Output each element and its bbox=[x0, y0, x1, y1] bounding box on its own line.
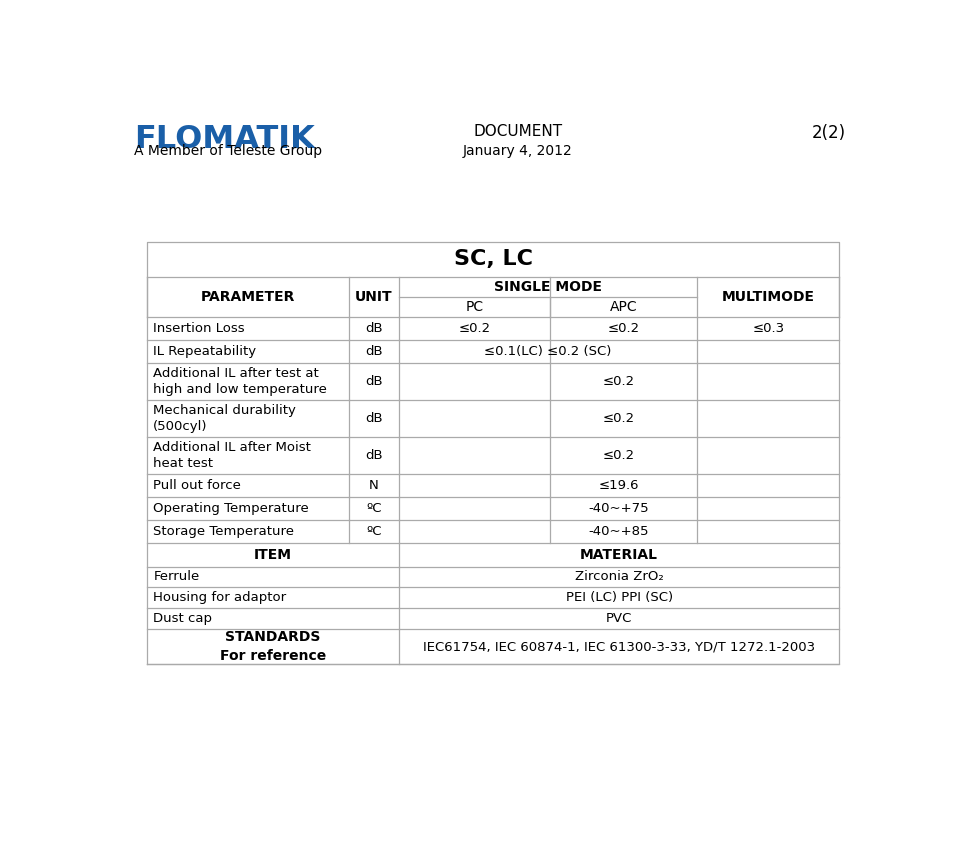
Text: STANDARDS
For reference: STANDARDS For reference bbox=[220, 630, 326, 662]
Text: Ferrule: Ferrule bbox=[154, 570, 200, 584]
Text: dB: dB bbox=[365, 376, 383, 388]
Text: Additional IL after Moist
heat test: Additional IL after Moist heat test bbox=[154, 441, 311, 470]
Text: 2(2): 2(2) bbox=[811, 124, 846, 142]
Text: dB: dB bbox=[365, 412, 383, 426]
Text: PARAMETER: PARAMETER bbox=[201, 290, 295, 304]
Text: ≤0.2: ≤0.2 bbox=[603, 376, 636, 388]
Text: ≤0.2: ≤0.2 bbox=[608, 322, 639, 335]
Text: Housing for adaptor: Housing for adaptor bbox=[154, 591, 286, 604]
Text: IL Repeatability: IL Repeatability bbox=[154, 345, 256, 358]
Text: January 4, 2012: January 4, 2012 bbox=[463, 144, 573, 158]
Text: Dust cap: Dust cap bbox=[154, 612, 212, 625]
Text: ≤0.2: ≤0.2 bbox=[459, 322, 491, 335]
Text: PVC: PVC bbox=[606, 612, 633, 625]
Text: Storage Temperature: Storage Temperature bbox=[154, 525, 295, 538]
Text: ITEM: ITEM bbox=[254, 548, 292, 562]
Text: -40~+85: -40~+85 bbox=[588, 525, 649, 538]
Text: Insertion Loss: Insertion Loss bbox=[154, 322, 245, 335]
Text: N: N bbox=[369, 479, 378, 492]
Text: Operating Temperature: Operating Temperature bbox=[154, 503, 309, 515]
Text: ≤0.1(LC) ≤0.2 (SC): ≤0.1(LC) ≤0.2 (SC) bbox=[485, 345, 612, 358]
Text: PEI (LC) PPI (SC): PEI (LC) PPI (SC) bbox=[565, 591, 673, 604]
Text: SINGLE MODE: SINGLE MODE bbox=[494, 280, 602, 294]
Text: DOCUMENT: DOCUMENT bbox=[473, 124, 563, 140]
Text: dB: dB bbox=[365, 449, 383, 462]
Text: ≤19.6: ≤19.6 bbox=[599, 479, 639, 492]
Text: dB: dB bbox=[365, 322, 383, 335]
Text: UNIT: UNIT bbox=[355, 290, 393, 304]
Text: ≤0.2: ≤0.2 bbox=[603, 449, 636, 462]
Text: PC: PC bbox=[466, 300, 484, 314]
Text: IEC61754, IEC 60874-1, IEC 61300-3-33, YD/T 1272.1-2003: IEC61754, IEC 60874-1, IEC 61300-3-33, Y… bbox=[423, 640, 815, 653]
Text: FLOMATIK: FLOMATIK bbox=[134, 124, 315, 156]
Text: MULTIMODE: MULTIMODE bbox=[722, 290, 815, 304]
Text: Mechanical durability
(500cyl): Mechanical durability (500cyl) bbox=[154, 404, 297, 433]
Text: A Member of Teleste Group: A Member of Teleste Group bbox=[134, 144, 322, 158]
Text: dB: dB bbox=[365, 345, 383, 358]
Text: ºC: ºC bbox=[366, 525, 381, 538]
Text: APC: APC bbox=[610, 300, 637, 314]
Text: Pull out force: Pull out force bbox=[154, 479, 241, 492]
Text: ≤0.3: ≤0.3 bbox=[753, 322, 784, 335]
Text: ºC: ºC bbox=[366, 503, 381, 515]
Text: -40~+75: -40~+75 bbox=[588, 503, 649, 515]
Text: SC, LC: SC, LC bbox=[454, 250, 533, 269]
Text: Additional IL after test at
high and low temperature: Additional IL after test at high and low… bbox=[154, 367, 327, 397]
Text: ≤0.2: ≤0.2 bbox=[603, 412, 636, 426]
Text: MATERIAL: MATERIAL bbox=[580, 548, 659, 562]
Text: Zirconia ZrO₂: Zirconia ZrO₂ bbox=[575, 570, 663, 584]
